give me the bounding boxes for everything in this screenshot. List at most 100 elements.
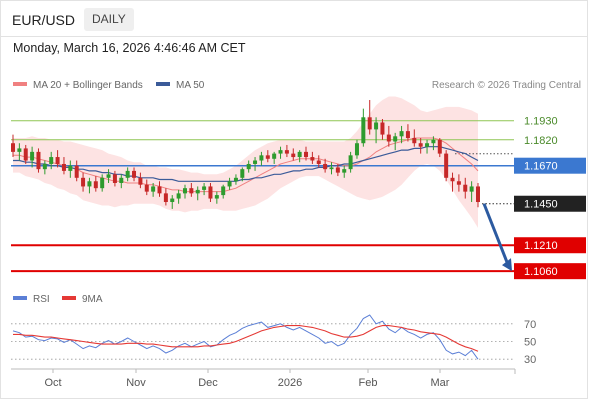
candle-body [240, 169, 245, 178]
candle-body [157, 186, 162, 194]
legend-9ma: 9MA [62, 294, 103, 305]
candle-body [450, 177, 455, 182]
ma50-line [13, 146, 479, 182]
ma20-swatch [13, 82, 27, 87]
timeframe-badge[interactable]: DAILY [84, 8, 134, 31]
candle-body [291, 153, 296, 158]
candle-body [259, 155, 264, 161]
candle-body [367, 117, 372, 130]
datetime-label: Monday, March 16, 2026 4:46:46 AM CET [13, 41, 246, 55]
symbol-label: EUR/USD [12, 12, 76, 28]
candle-body [374, 122, 379, 130]
candle-body [469, 186, 474, 192]
projection-arrowhead [502, 258, 512, 272]
candle-body [61, 163, 66, 171]
candle-body [335, 167, 340, 173]
candle-body [151, 186, 156, 192]
candle-body [55, 157, 60, 164]
candle-body [246, 163, 251, 170]
level-label-4: 1.1210 [524, 240, 558, 252]
candle-body [431, 139, 436, 144]
candle-body [163, 193, 168, 203]
candle-body [437, 139, 442, 154]
candle-body [310, 157, 315, 161]
ma9-swatch [62, 296, 76, 301]
level-label-0: 1.1930 [524, 116, 558, 128]
candle-body [195, 189, 200, 194]
candle-body [233, 177, 238, 182]
candle-body [208, 186, 213, 199]
candle-body [106, 174, 111, 178]
candle-body [316, 160, 321, 164]
rsi-tick-label: 50 [524, 337, 536, 349]
bollinger-band [13, 96, 478, 228]
legend-ma20: MA 20 + Bollinger Bands [13, 80, 143, 91]
candle-body [329, 167, 334, 170]
candle-body [323, 163, 328, 170]
level-label-2: 1.1670 [524, 161, 558, 173]
level-tag-3 [514, 195, 586, 212]
level-label-1: 1.1820 [524, 135, 558, 147]
candle-body [144, 184, 149, 192]
candle-body [49, 157, 54, 164]
candle-body [412, 138, 417, 144]
candle-body [138, 177, 143, 185]
candle-body [132, 170, 137, 178]
candle-body [272, 153, 277, 159]
level-label-3: 1.1450 [524, 199, 558, 211]
legend-rsi: RSI [13, 294, 50, 305]
copyright-label: Research © 2026 Trading Central [431, 80, 581, 91]
x-tick-label: Dec [198, 377, 218, 389]
candle-body [386, 134, 391, 142]
rsi-ma9-line [13, 325, 479, 352]
rsi-line [12, 314, 479, 360]
candle-body [202, 186, 207, 190]
candle-body [100, 177, 105, 189]
level-tag-2 [514, 157, 586, 174]
candle-body [253, 160, 258, 164]
candle-body [74, 165, 79, 178]
candle-body [348, 155, 353, 170]
candle-body [361, 117, 366, 144]
candle-body [189, 188, 194, 194]
x-tick-label: Nov [126, 377, 146, 389]
rsi-tick-label: 70 [524, 319, 536, 331]
candle-body [476, 186, 480, 203]
candle-body [405, 131, 410, 139]
candle-body [342, 169, 347, 173]
candle-body [112, 174, 117, 183]
candle-body [393, 136, 398, 142]
rsi-tick-label: 30 [524, 354, 536, 366]
x-tick-label: Oct [44, 377, 61, 389]
projection-arrow [482, 203, 509, 263]
x-tick-label: Mar [431, 377, 450, 389]
candle-body [284, 150, 289, 154]
candle-body [36, 151, 41, 170]
candle-body [17, 148, 22, 152]
ma20-line [13, 137, 479, 193]
legend-ma50: MA 50 [156, 80, 204, 91]
candle-body [456, 181, 461, 185]
candle-body [278, 150, 283, 154]
level-label-5: 1.1060 [524, 266, 558, 278]
ma9-label: 9MA [82, 294, 103, 305]
level-tag-4 [514, 237, 586, 254]
candle-body [30, 151, 35, 161]
candle-body [23, 148, 28, 161]
candle-body [125, 170, 130, 178]
candle-body [304, 151, 309, 158]
candle-body [354, 143, 359, 156]
ma50-label: MA 50 [176, 80, 205, 91]
candle-body [221, 186, 226, 196]
candle-body [399, 131, 404, 137]
candle-body [297, 151, 302, 158]
candle-body [463, 184, 468, 192]
candle-body [11, 143, 15, 152]
ma20-label: MA 20 + Bollinger Bands [33, 80, 143, 91]
candle-body [68, 165, 73, 171]
candle-body [182, 188, 187, 194]
candle-body [170, 198, 175, 203]
candle-body [42, 163, 47, 170]
level-tag-5 [514, 263, 586, 280]
